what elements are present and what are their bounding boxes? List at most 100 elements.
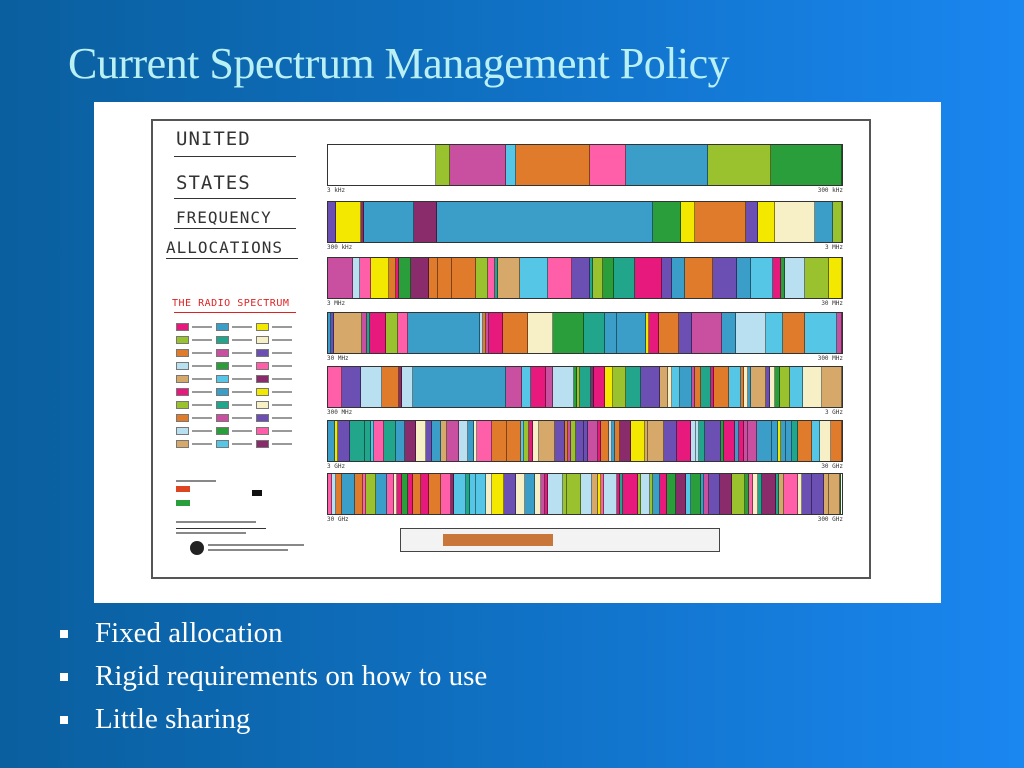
spectrum-allocation-segment [408, 474, 414, 514]
spectrum-allocation-segment [708, 474, 721, 514]
spectrum-allocation-segment [692, 367, 696, 407]
spectrum-allocation-segment [451, 474, 455, 514]
legend-item [176, 400, 216, 409]
legend-swatch [256, 426, 269, 435]
legend-swatch [176, 426, 189, 435]
spectrum-allocation-segment [748, 474, 753, 514]
legend-item [256, 322, 296, 331]
spectrum-allocation-segment [361, 367, 382, 407]
band-scale-end: 300 kHz [817, 187, 843, 194]
heading-line-frequency: FREQUENCY [176, 208, 272, 227]
spectrum-allocation-segment [336, 202, 362, 242]
spectrum-allocation-segment [365, 421, 371, 461]
spectrum-allocation-segment [515, 145, 591, 185]
spectrum-allocation-segment [672, 258, 685, 298]
spectrum-allocation-segment [451, 258, 476, 298]
legend-label-placeholder [192, 429, 212, 432]
spectrum-allocation-segment [436, 202, 653, 242]
spectrum-allocation-segment [772, 421, 778, 461]
spectrum-allocation-segment [488, 258, 495, 298]
spectrum-allocation-segment [652, 474, 660, 514]
legend-label-placeholder [232, 325, 252, 328]
spectrum-allocation-segment [770, 145, 842, 185]
spectrum-allocation-segment [466, 474, 470, 514]
spectrum-allocation-segment [331, 313, 335, 353]
spectrum-allocation-segment [431, 421, 441, 461]
spectrum-allocation-segment [801, 474, 813, 514]
spectrum-allocation-segment [447, 421, 460, 461]
legend-label-placeholder [272, 429, 292, 432]
spectrum-allocation-segment [349, 421, 366, 461]
spectrum-allocation-segment [479, 313, 483, 353]
spectrum-band-row [327, 473, 843, 515]
spectrum-allocation-segment [520, 421, 524, 461]
spectrum-allocation-segment [369, 313, 386, 353]
heading-line-allocations: ALLOCATIONS [166, 238, 283, 257]
spectrum-allocation-segment [401, 474, 409, 514]
spectrum-allocation-segment [567, 421, 571, 461]
spectrum-allocation-segment [695, 202, 747, 242]
spectrum-allocation-segment [731, 474, 746, 514]
spectrum-allocation-segment [475, 474, 487, 514]
legend-swatch [176, 322, 189, 331]
spectrum-allocation-segment [712, 258, 738, 298]
band-scale-start: 30 MHz [327, 355, 349, 362]
spectrum-allocation-segment [748, 367, 752, 407]
heading-rule [174, 198, 296, 199]
legend-label-placeholder [232, 364, 252, 367]
subtitle-rule [174, 312, 296, 313]
spectrum-allocation-segment [605, 313, 617, 353]
spectrum-allocation-segment [641, 367, 661, 407]
legend-label-placeholder [272, 442, 292, 445]
spectrum-allocation-segment [459, 421, 468, 461]
spectrum-allocation-segment [573, 367, 577, 407]
spectrum-allocation-segment [691, 313, 723, 353]
spectrum-allocation-segment [580, 367, 592, 407]
legend-swatch [256, 439, 269, 448]
spectrum-allocation-segment [711, 367, 715, 407]
legend-fineprint [176, 528, 266, 529]
band-scale-start: 3 MHz [327, 300, 346, 307]
chart-border [151, 119, 871, 579]
bullet-text: Rigid requirements on how to use [95, 660, 488, 692]
legend-item [256, 361, 296, 370]
spectrum-allocation-segment [587, 421, 599, 461]
legend-row [176, 398, 296, 411]
spectrum-allocation-segment [615, 421, 621, 461]
spectrum-allocation-segment [545, 367, 554, 407]
spectrum-allocation-segment [822, 367, 842, 407]
legend-label-placeholder [272, 338, 292, 341]
legend-swatch [216, 387, 229, 396]
legend-item [176, 348, 216, 357]
legend-item [216, 322, 256, 331]
spectrum-chart-image: UNITED STATES FREQUENCY ALLOCATIONS THE … [94, 102, 941, 603]
spectrum-allocation-segment [398, 367, 402, 407]
band-scale-start: 30 GHz [327, 516, 349, 523]
spectrum-band-row [327, 312, 843, 354]
spectrum-allocation-segment [590, 145, 626, 185]
legend-label-placeholder [272, 390, 292, 393]
spectrum-allocation-segment [486, 474, 493, 514]
spectrum-allocation-segment [784, 258, 805, 298]
legend-row [176, 333, 296, 346]
bullet-square-icon [60, 715, 68, 724]
legend-item [216, 439, 256, 448]
spectrum-allocation-segment [614, 258, 636, 298]
spectrum-allocation-segment [566, 474, 581, 514]
spectrum-allocation-segment [489, 313, 504, 353]
spectrum-allocation-segment [404, 421, 417, 461]
spectrum-allocation-segment [722, 313, 737, 353]
spectrum-allocation-segment [584, 421, 588, 461]
spectrum-allocation-segment [435, 145, 451, 185]
spectrum-allocation-segment [475, 258, 489, 298]
spectrum-allocation-segment [580, 474, 592, 514]
spectrum-allocation-segment [837, 313, 842, 353]
spectrum-allocation-segment [681, 202, 696, 242]
spectrum-allocation-segment [331, 474, 336, 514]
legend-row [176, 359, 296, 372]
spectrum-allocation-segment [616, 474, 621, 514]
spectrum-allocation-segment [593, 258, 604, 298]
legend-label-placeholder [232, 390, 252, 393]
spectrum-band-row [327, 144, 843, 186]
spectrum-allocation-segment [686, 474, 691, 514]
